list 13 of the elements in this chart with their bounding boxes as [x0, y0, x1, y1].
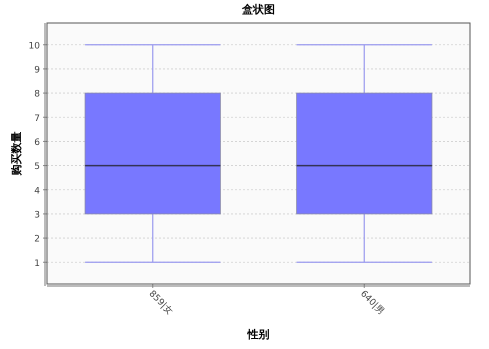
- y-tick-label: 4: [34, 186, 40, 196]
- y-tick-label: 3: [34, 210, 40, 220]
- chart-title: 盒状图: [241, 3, 275, 16]
- y-tick-label: 2: [34, 234, 40, 245]
- x-axis-title: 性别: [246, 328, 270, 341]
- y-tick-label: 5: [34, 162, 40, 172]
- y-tick-label: 8: [34, 90, 40, 100]
- y-axis-title: 购买数量: [10, 132, 23, 176]
- y-tick-label: 1: [34, 258, 40, 269]
- y-tick-label: 9: [34, 65, 40, 76]
- y-tick-label: 6: [34, 138, 40, 148]
- y-tick-label: 10: [28, 41, 40, 52]
- y-tick-label: 7: [34, 114, 40, 124]
